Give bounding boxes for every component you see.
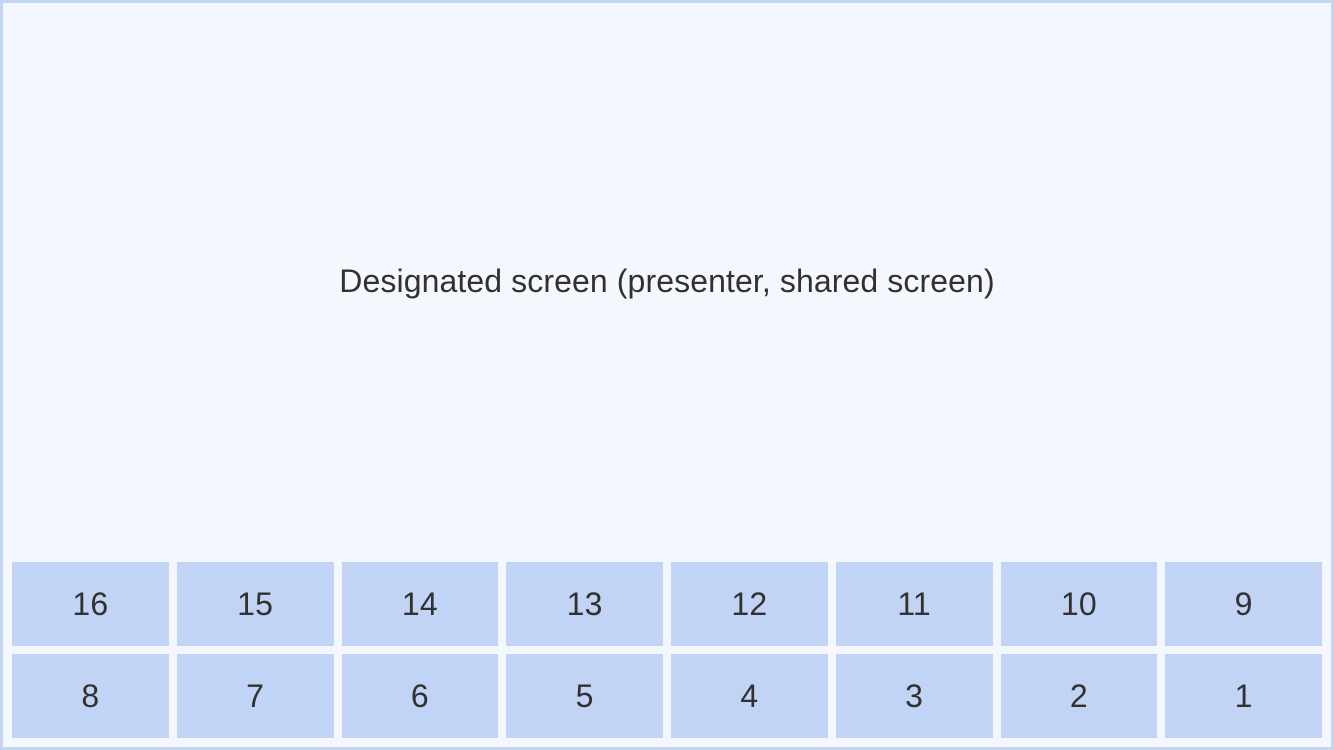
participant-tile-grid: 16 15 14 13 12 11 10 9 (12, 562, 1322, 738)
participant-tile[interactable]: 4 (671, 654, 828, 738)
designated-screen-area[interactable]: Designated screen (presenter, shared scr… (3, 3, 1331, 559)
participant-tile[interactable]: 6 (341, 654, 499, 738)
participant-tile[interactable]: 11 (835, 562, 993, 646)
tile-number: 8 (81, 678, 100, 714)
tile-number: 3 (905, 678, 924, 714)
participant-tile[interactable]: 5 (506, 654, 663, 738)
participant-tile[interactable]: 9 (1165, 562, 1322, 646)
tile-number: 11 (897, 586, 931, 622)
tile-number: 4 (740, 678, 759, 714)
participant-tile[interactable]: 3 (835, 654, 993, 738)
participant-tile[interactable]: 13 (506, 562, 663, 646)
participant-tile[interactable]: 1 (1165, 654, 1322, 738)
tile-number: 6 (410, 678, 429, 714)
participant-tile[interactable]: 15 (176, 562, 334, 646)
designated-screen-label: Designated screen (presenter, shared scr… (339, 262, 995, 299)
tile-number: 14 (401, 586, 438, 622)
participant-tile[interactable]: 7 (176, 654, 334, 738)
participant-tile[interactable]: 8 (12, 654, 169, 738)
participant-tile[interactable]: 10 (1000, 562, 1158, 646)
participant-tile[interactable]: 16 (12, 562, 169, 646)
tile-number: 13 (566, 586, 603, 622)
tile-number: 7 (246, 678, 265, 714)
tile-number: 9 (1234, 586, 1253, 622)
tile-row-top: 16 15 14 13 12 11 10 9 (12, 562, 1322, 646)
participant-tile[interactable]: 14 (341, 562, 499, 646)
tile-number: 16 (72, 586, 109, 622)
tile-row-bottom: 8 7 6 5 4 3 2 1 (12, 654, 1322, 738)
tile-number: 12 (731, 586, 768, 622)
tile-number: 5 (575, 678, 594, 714)
tile-number: 2 (1069, 678, 1088, 714)
tile-number: 15 (237, 586, 274, 622)
tile-number: 1 (1234, 678, 1253, 714)
participant-tile[interactable]: 12 (671, 562, 828, 646)
tile-number: 10 (1060, 586, 1097, 622)
participant-tile[interactable]: 2 (1000, 654, 1158, 738)
